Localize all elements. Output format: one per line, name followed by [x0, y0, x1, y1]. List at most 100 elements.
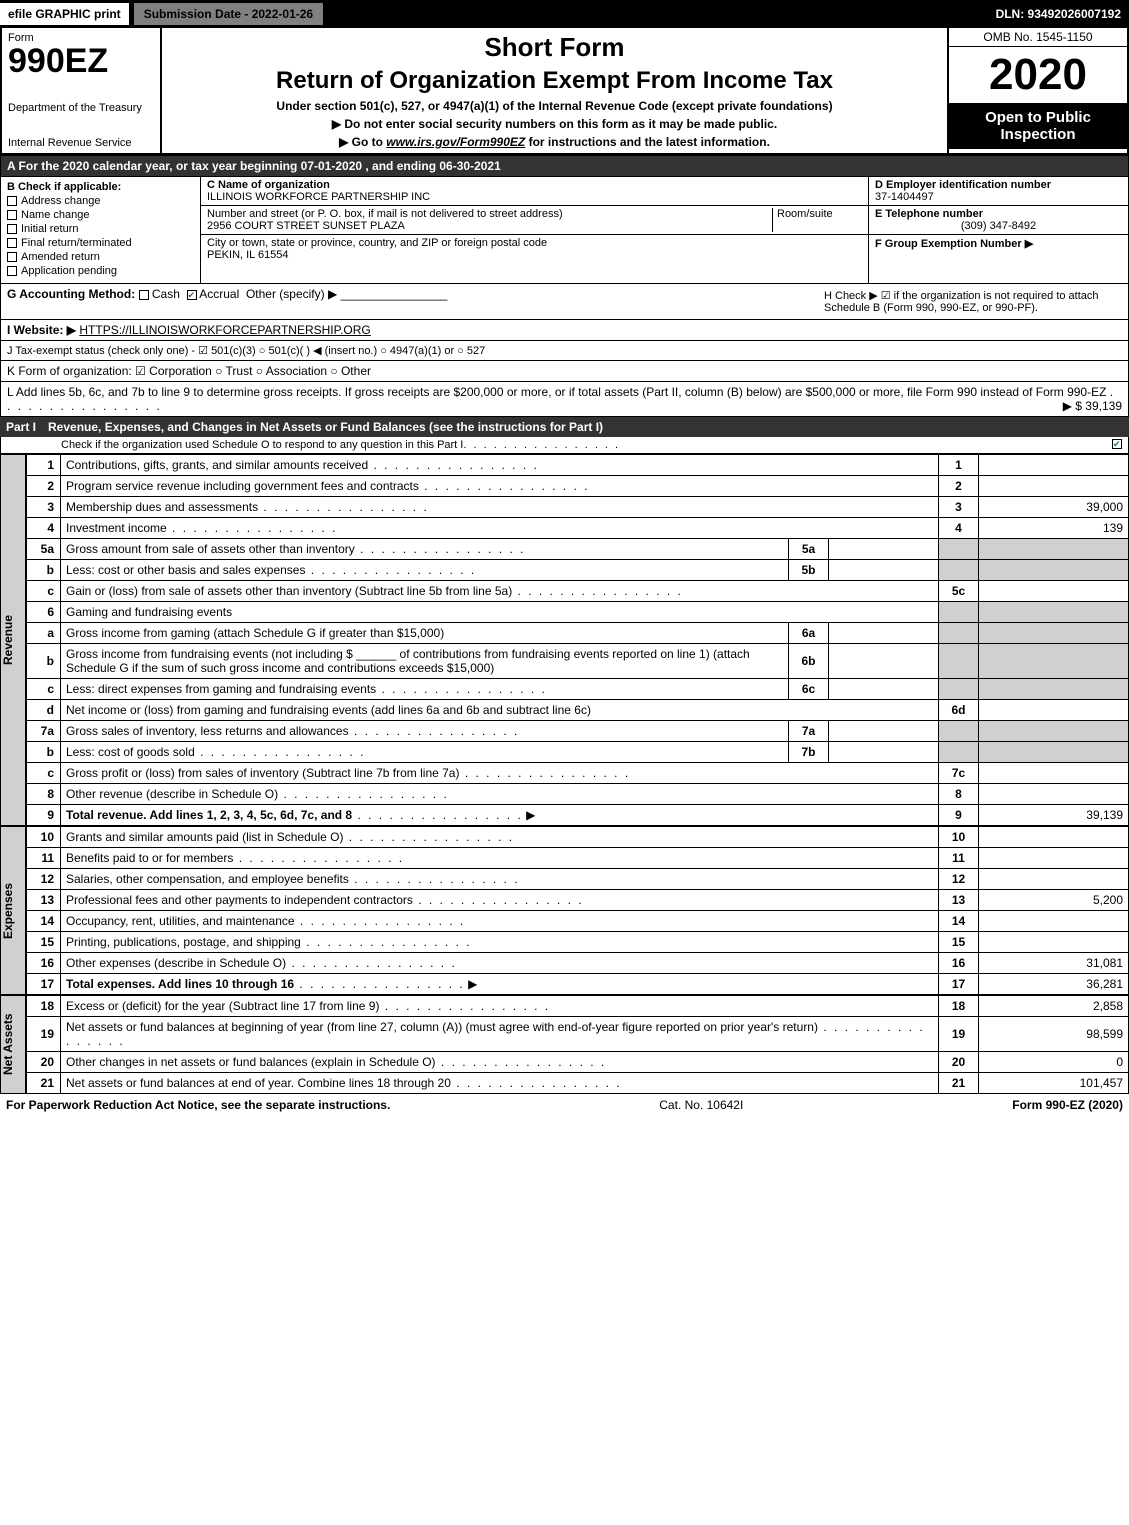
row-text: Less: direct expenses from gaming and fu… — [66, 682, 376, 696]
omb-number: OMB No. 1545-1150 — [949, 28, 1127, 47]
table-row: cGross profit or (loss) from sales of in… — [27, 763, 1129, 784]
row-num: 9 — [27, 805, 61, 826]
table-row: 2Program service revenue including gover… — [27, 476, 1129, 497]
main-title: Return of Organization Exempt From Incom… — [170, 67, 939, 95]
shade — [979, 644, 1129, 679]
cb-initial-return[interactable] — [7, 224, 17, 234]
part1-sub: Check if the organization used Schedule … — [0, 437, 1129, 454]
tax-year: 2020 — [949, 47, 1127, 103]
row-text: Excess or (deficit) for the year (Subtra… — [66, 999, 379, 1013]
row-text: Other revenue (describe in Schedule O) — [66, 787, 278, 801]
inner-value — [829, 644, 939, 679]
irs-link[interactable]: www.irs.gov/Form990EZ — [386, 135, 525, 149]
short-form-title: Short Form — [170, 32, 939, 63]
inner-value — [829, 560, 939, 581]
shade — [979, 623, 1129, 644]
box-g-label: G Accounting Method: — [7, 287, 135, 301]
table-row: 3Membership dues and assessments339,000 — [27, 497, 1129, 518]
ssn-note: ▶ Do not enter social security numbers o… — [170, 117, 939, 131]
shade — [979, 742, 1129, 763]
cb-final-return[interactable] — [7, 238, 17, 248]
row-text: Gross income from fundraising events (no… — [66, 647, 353, 661]
box-b-title: B Check if applicable: — [7, 181, 194, 193]
row-refnum: 20 — [939, 1052, 979, 1073]
box-b: B Check if applicable: Address change Na… — [1, 177, 201, 283]
row-num: 5a — [27, 539, 61, 560]
website-url[interactable]: HTTPS://ILLINOISWORKFORCEPARTNERSHIP.ORG — [79, 323, 370, 337]
row-refnum: 10 — [939, 827, 979, 848]
website-label: I Website: ▶ — [7, 323, 76, 337]
schedule-o-checkbox[interactable] — [1112, 439, 1122, 449]
table-row: 7aGross sales of inventory, less returns… — [27, 721, 1129, 742]
table-row: 14Occupancy, rent, utilities, and mainte… — [27, 911, 1129, 932]
sub-num: 7a — [789, 721, 829, 742]
row-num: 2 — [27, 476, 61, 497]
box-l-text: L Add lines 5b, 6c, and 7b to line 9 to … — [7, 385, 1106, 399]
table-row: 18Excess or (deficit) for the year (Subt… — [27, 996, 1129, 1017]
shade — [939, 742, 979, 763]
shade — [939, 644, 979, 679]
row-refnum: 7c — [939, 763, 979, 784]
revenue-side-label: Revenue — [0, 454, 26, 826]
table-row: 8Other revenue (describe in Schedule O)8 — [27, 784, 1129, 805]
row-text: Less: cost of goods sold — [66, 745, 195, 759]
row-text: Printing, publications, postage, and shi… — [66, 935, 301, 949]
row-text: Professional fees and other payments to … — [66, 893, 413, 907]
row-refnum: 5c — [939, 581, 979, 602]
header-left: Form 990EZ Department of the Treasury In… — [2, 28, 162, 153]
row-refnum: 3 — [939, 497, 979, 518]
row-num: b — [27, 644, 61, 679]
header-mid: Short Form Return of Organization Exempt… — [162, 28, 947, 153]
table-row: 12Salaries, other compensation, and empl… — [27, 869, 1129, 890]
cb-name-change[interactable] — [7, 210, 17, 220]
table-row: 5aGross amount from sale of assets other… — [27, 539, 1129, 560]
table-row: 20Other changes in net assets or fund ba… — [27, 1052, 1129, 1073]
row-text: Occupancy, rent, utilities, and maintena… — [66, 914, 295, 928]
row-refnum: 13 — [939, 890, 979, 911]
row-refnum: 19 — [939, 1017, 979, 1052]
org-name: ILLINOIS WORKFORCE PARTNERSHIP INC — [207, 191, 430, 203]
row-num: 17 — [27, 974, 61, 995]
row-value — [979, 455, 1129, 476]
info-grid: B Check if applicable: Address change Na… — [0, 177, 1129, 284]
table-row: 15 Printing, publications, postage, and s… — [27, 932, 1129, 953]
row-text: Other expenses (describe in Schedule O) — [66, 956, 286, 970]
row-text: Gain or (loss) from sale of assets other… — [66, 584, 512, 598]
row-value — [979, 784, 1129, 805]
efile-graphic-print[interactable]: efile GRAPHIC print — [0, 3, 129, 25]
row-text: Membership dues and assessments — [66, 500, 258, 514]
row-num: 15 — [27, 932, 61, 953]
shade — [939, 560, 979, 581]
box-l: L Add lines 5b, 6c, and 7b to line 9 to … — [0, 382, 1129, 417]
table-row: b Gross income from fundraising events (n… — [27, 644, 1129, 679]
cb-address-change[interactable] — [7, 196, 17, 206]
table-row: 6Gaming and fundraising events — [27, 602, 1129, 623]
row-num: 10 — [27, 827, 61, 848]
shade — [979, 721, 1129, 742]
cb-accrual[interactable] — [187, 290, 197, 300]
row-refnum: 8 — [939, 784, 979, 805]
row-refnum: 1 — [939, 455, 979, 476]
shade — [979, 560, 1129, 581]
shade — [979, 679, 1129, 700]
cb-application-pending[interactable] — [7, 266, 17, 276]
part1-label: Part I — [6, 420, 36, 434]
row-text: Total revenue. Add lines 1, 2, 3, 4, 5c,… — [66, 808, 352, 822]
row-num: 20 — [27, 1052, 61, 1073]
row-num: 19 — [27, 1017, 61, 1052]
inner-value — [829, 539, 939, 560]
cb-application-pending-label: Application pending — [21, 265, 117, 277]
row-num: 12 — [27, 869, 61, 890]
row-refnum: 12 — [939, 869, 979, 890]
row-refnum: 15 — [939, 932, 979, 953]
net-assets-side-label: Net Assets — [0, 995, 26, 1094]
cb-amended-return[interactable] — [7, 252, 17, 262]
row-value — [979, 763, 1129, 784]
row-num: 4 — [27, 518, 61, 539]
footer: For Paperwork Reduction Act Notice, see … — [0, 1094, 1129, 1116]
table-row: bLess: cost of goods sold7b — [27, 742, 1129, 763]
row-num: 21 — [27, 1073, 61, 1094]
cb-cash[interactable] — [139, 290, 149, 300]
net-assets-table: 18Excess or (deficit) for the year (Subt… — [26, 995, 1129, 1094]
table-row: 4Investment income4139 — [27, 518, 1129, 539]
